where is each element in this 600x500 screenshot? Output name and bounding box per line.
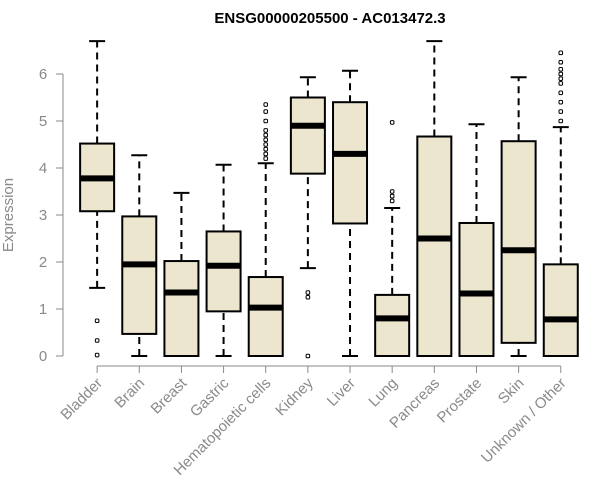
outlier-point [305, 294, 311, 300]
x-tick-label: Bladder [57, 375, 106, 424]
chart-title: ENSG00000205500 - AC013472.3 [214, 10, 445, 27]
iqr-box [500, 140, 537, 344]
outlier-point [263, 151, 269, 157]
y-tick-label: 2 [39, 254, 47, 271]
x-tick-label: Brain [111, 375, 148, 412]
iqr-box [458, 221, 495, 357]
iqr-box [542, 263, 579, 358]
iqr-box [332, 101, 369, 225]
box-kidney [289, 76, 326, 359]
iqr-box [416, 135, 453, 357]
outlier-point [558, 90, 564, 96]
box-group [79, 40, 579, 359]
y-axis-label: Expression [0, 178, 17, 252]
iqr-box [121, 215, 158, 335]
box-bladder [79, 40, 116, 358]
outlier-point [305, 290, 311, 295]
box-brain [121, 154, 158, 357]
outlier-point [558, 109, 564, 114]
outlier-point [558, 50, 564, 56]
box-liver [332, 69, 369, 357]
outlier-point [389, 189, 395, 194]
outlier-point [558, 67, 564, 72]
outlier-point [558, 81, 564, 86]
outlier-point [263, 102, 269, 107]
outlier-point [558, 71, 564, 77]
outlier-point [389, 198, 395, 204]
x-tick-label: Prostate [434, 375, 486, 427]
box-skin [500, 76, 537, 357]
outlier-point [558, 99, 564, 105]
outlier-point [94, 318, 100, 324]
outlier-point [558, 59, 564, 65]
outlier-point [389, 120, 395, 125]
outlier-point [263, 109, 269, 114]
outlier-point [558, 118, 564, 124]
iqr-box [374, 293, 411, 357]
box-breast [163, 191, 200, 357]
x-tick-label: Kidney [272, 374, 317, 419]
outlier-point [263, 118, 269, 124]
outlier-point [263, 132, 269, 138]
box-unknown-other [542, 50, 579, 358]
box-hematopoietic-cells [247, 102, 284, 358]
y-tick-label: 1 [39, 301, 47, 318]
outlier-point [558, 76, 564, 82]
outlier-point [263, 142, 269, 147]
outlier-point [94, 352, 100, 358]
x-tick-label: Breast [148, 374, 191, 417]
y-axis: 0 1 2 3 4 5 6 [39, 66, 64, 365]
box-prostate [458, 123, 495, 357]
y-tick-label: 3 [39, 207, 47, 224]
outlier-point [389, 193, 395, 199]
box-pancreas [416, 40, 453, 357]
outlier-point [305, 353, 311, 359]
box-lung [374, 120, 411, 357]
outlier-point [263, 146, 269, 152]
x-tick-label: Lung [365, 375, 401, 411]
box-gastric [205, 163, 242, 357]
x-tick-label: Liver [324, 375, 359, 410]
y-tick-label: 5 [39, 113, 47, 130]
iqr-box [163, 260, 200, 357]
outlier-point [263, 128, 269, 133]
y-tick-label: 4 [39, 160, 47, 177]
y-tick-label: 6 [39, 66, 47, 83]
outlier-point [263, 137, 269, 143]
outlier-point [263, 156, 269, 161]
iqr-box [289, 96, 326, 175]
x-tick-label: Skin [495, 375, 528, 408]
y-tick-label: 0 [39, 348, 47, 365]
iqr-box [205, 230, 242, 313]
iqr-box [247, 276, 284, 358]
outlier-point [94, 338, 100, 343]
